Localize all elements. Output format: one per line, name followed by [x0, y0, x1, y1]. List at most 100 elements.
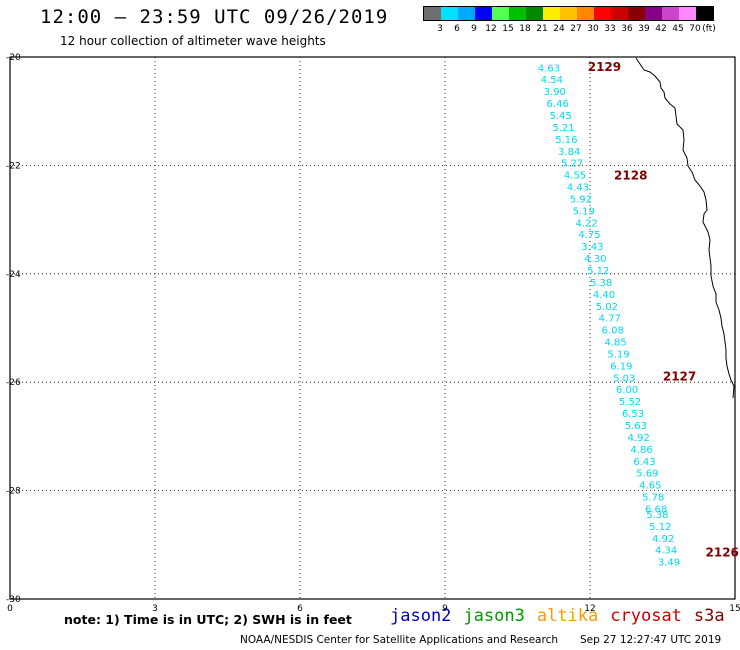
wave-height-value: 6.08 — [602, 326, 624, 337]
x-axis-label: 3 — [152, 604, 158, 614]
wave-height-value: 5.38 — [590, 278, 612, 289]
wave-height-value: 4.77 — [599, 314, 621, 325]
legend-color-bar — [423, 6, 714, 21]
wave-height-value: 6.00 — [616, 385, 638, 396]
wave-height-value: 3.90 — [544, 87, 566, 98]
wave-height-value: 6.68 — [645, 504, 667, 515]
legend-unit: (ft) — [702, 24, 716, 34]
wave-height-value: 3.43 — [581, 242, 603, 253]
wave-height-value: 5.45 — [549, 111, 571, 122]
map-title: 12:00 – 23:59 UTC 09/26/2019 — [40, 6, 389, 28]
wave-height-value: 5.38 — [646, 510, 668, 521]
wave-height-value: 4.63 — [538, 63, 560, 74]
footer-note: note: 1) Time is in UTC; 2) SWH is in fe… — [64, 612, 352, 627]
wave-height-value: 4.30 — [584, 254, 606, 265]
pass-time-labels: 2129 2128 2127 2126 — [588, 60, 739, 559]
legend-tick-label: 36 — [621, 24, 633, 34]
legend-swatch — [424, 7, 441, 20]
y-axis-label: -24 — [6, 270, 21, 280]
legend-swatch — [577, 7, 594, 20]
wave-height-value: 4.92 — [628, 433, 650, 444]
plot-frame — [9, 56, 736, 600]
y-axis-label: -26 — [6, 378, 21, 388]
wave-height-value: 5.16 — [555, 135, 577, 146]
legend-swatch — [679, 7, 696, 20]
wave-height-value: 4.85 — [604, 338, 626, 349]
legend-tick-label: 15 — [502, 24, 514, 34]
legend-swatch — [645, 7, 662, 20]
legend-tick-label: 30 — [587, 24, 599, 34]
pass-time-label: 2127 — [663, 370, 696, 384]
y-axis-label: -30 — [6, 595, 21, 605]
wave-height-value: 6.43 — [633, 457, 655, 468]
generated-timestamp: Sep 27 12:27:47 UTC 2019 — [580, 634, 722, 646]
satellite-name-s3a: s3a — [693, 606, 725, 626]
x-axis-label: 15 — [729, 604, 740, 614]
x-axis-label: 12 — [584, 604, 595, 614]
pass-time-label: 2126 — [706, 545, 739, 559]
legend-tick-label: 45 — [672, 24, 684, 34]
pass-time-label: 2128 — [614, 169, 647, 183]
legend-tick-label: 3 — [437, 24, 443, 34]
legend-swatch — [628, 7, 645, 20]
wave-height-value: 5.19 — [607, 349, 629, 360]
x-axis-label: 9 — [442, 604, 448, 614]
wave-height-value: 6.53 — [622, 409, 644, 420]
legend-labels: 3 6 9 12 15 18 21 24 27 30 33 36 39 42 45 70 (ft) — [423, 24, 716, 38]
wave-height-value: 4.55 — [564, 171, 586, 182]
wave-height-value: 5.03 — [613, 373, 635, 384]
wave-height-value: 5.12 — [587, 266, 609, 277]
wave-height-legend: 3 6 9 12 15 18 21 24 27 30 33 36 39 42 45 70 (ft) — [423, 6, 716, 38]
wave-height-value: 3.49 — [658, 558, 680, 569]
satellite-name-altika: altika — [536, 606, 599, 626]
wave-height-value: 6.46 — [547, 99, 569, 110]
wave-height-value: 4.34 — [655, 546, 677, 557]
wave-height-value: 5.12 — [649, 522, 671, 533]
legend-tick-label: 27 — [570, 24, 582, 34]
legend-swatch — [594, 7, 611, 20]
legend-tick-label: 9 — [471, 24, 477, 34]
legend-tick-label: 42 — [655, 24, 667, 34]
credit-line: NOAA/NESDIS Center for Satellite Applica… — [240, 634, 558, 646]
wave-height-value: 5.02 — [596, 302, 618, 313]
legend-swatch — [475, 7, 492, 20]
map-subtitle: 12 hour collection of altimeter wave hei… — [60, 34, 326, 48]
satellite-legend: jason2 jason3 altika cryosat s3a — [390, 606, 737, 626]
axis-labels: -20 -22 -24 -26 -28 -300 3 6 9 12 15 — [6, 53, 740, 614]
wave-height-value: 5.78 — [642, 493, 664, 504]
wave-height-value: 5.69 — [636, 469, 658, 480]
lat-lon-grid — [10, 57, 735, 599]
wave-height-value: 3.84 — [558, 147, 580, 158]
wave-height-value: 6.19 — [610, 361, 632, 372]
y-axis-label: -22 — [6, 161, 21, 171]
legend-swatch — [543, 7, 560, 20]
wave-height-value: 4.92 — [652, 534, 674, 545]
wave-height-value: 4.22 — [575, 218, 597, 229]
legend-tick-label: 39 — [638, 24, 650, 34]
legend-tick-label: 6 — [454, 24, 460, 34]
legend-swatch — [526, 7, 543, 20]
coastline — [635, 57, 735, 399]
legend-swatch — [662, 7, 679, 20]
legend-swatch — [509, 7, 526, 20]
wave-height-value: 4.54 — [541, 75, 563, 86]
wave-height-value: 4.65 — [639, 481, 661, 492]
legend-swatch — [492, 7, 509, 20]
pass-time-label: 2129 — [588, 60, 621, 74]
wave-height-value: 5.21 — [552, 123, 574, 134]
wave-height-value: 4.40 — [593, 290, 615, 301]
legend-tick-label: 70 — [689, 24, 701, 34]
wave-height-value: 5.52 — [619, 397, 641, 408]
legend-tick-label: 21 — [536, 24, 548, 34]
x-axis-label: 0 — [7, 604, 13, 614]
legend-tick-label: 12 — [485, 24, 497, 34]
x-axis-label: 6 — [297, 604, 303, 614]
wave-height-value: 4.43 — [567, 183, 589, 194]
legend-swatch — [560, 7, 577, 20]
wave-height-track: 4.634.543.906.465.455.215.163.845.274.55… — [538, 63, 680, 568]
y-axis-label: -28 — [6, 487, 21, 497]
legend-swatch — [458, 7, 475, 20]
wave-height-value: 5.63 — [625, 421, 647, 432]
wave-height-value: 4.86 — [630, 445, 652, 456]
wave-height-value: 4.75 — [578, 230, 600, 241]
